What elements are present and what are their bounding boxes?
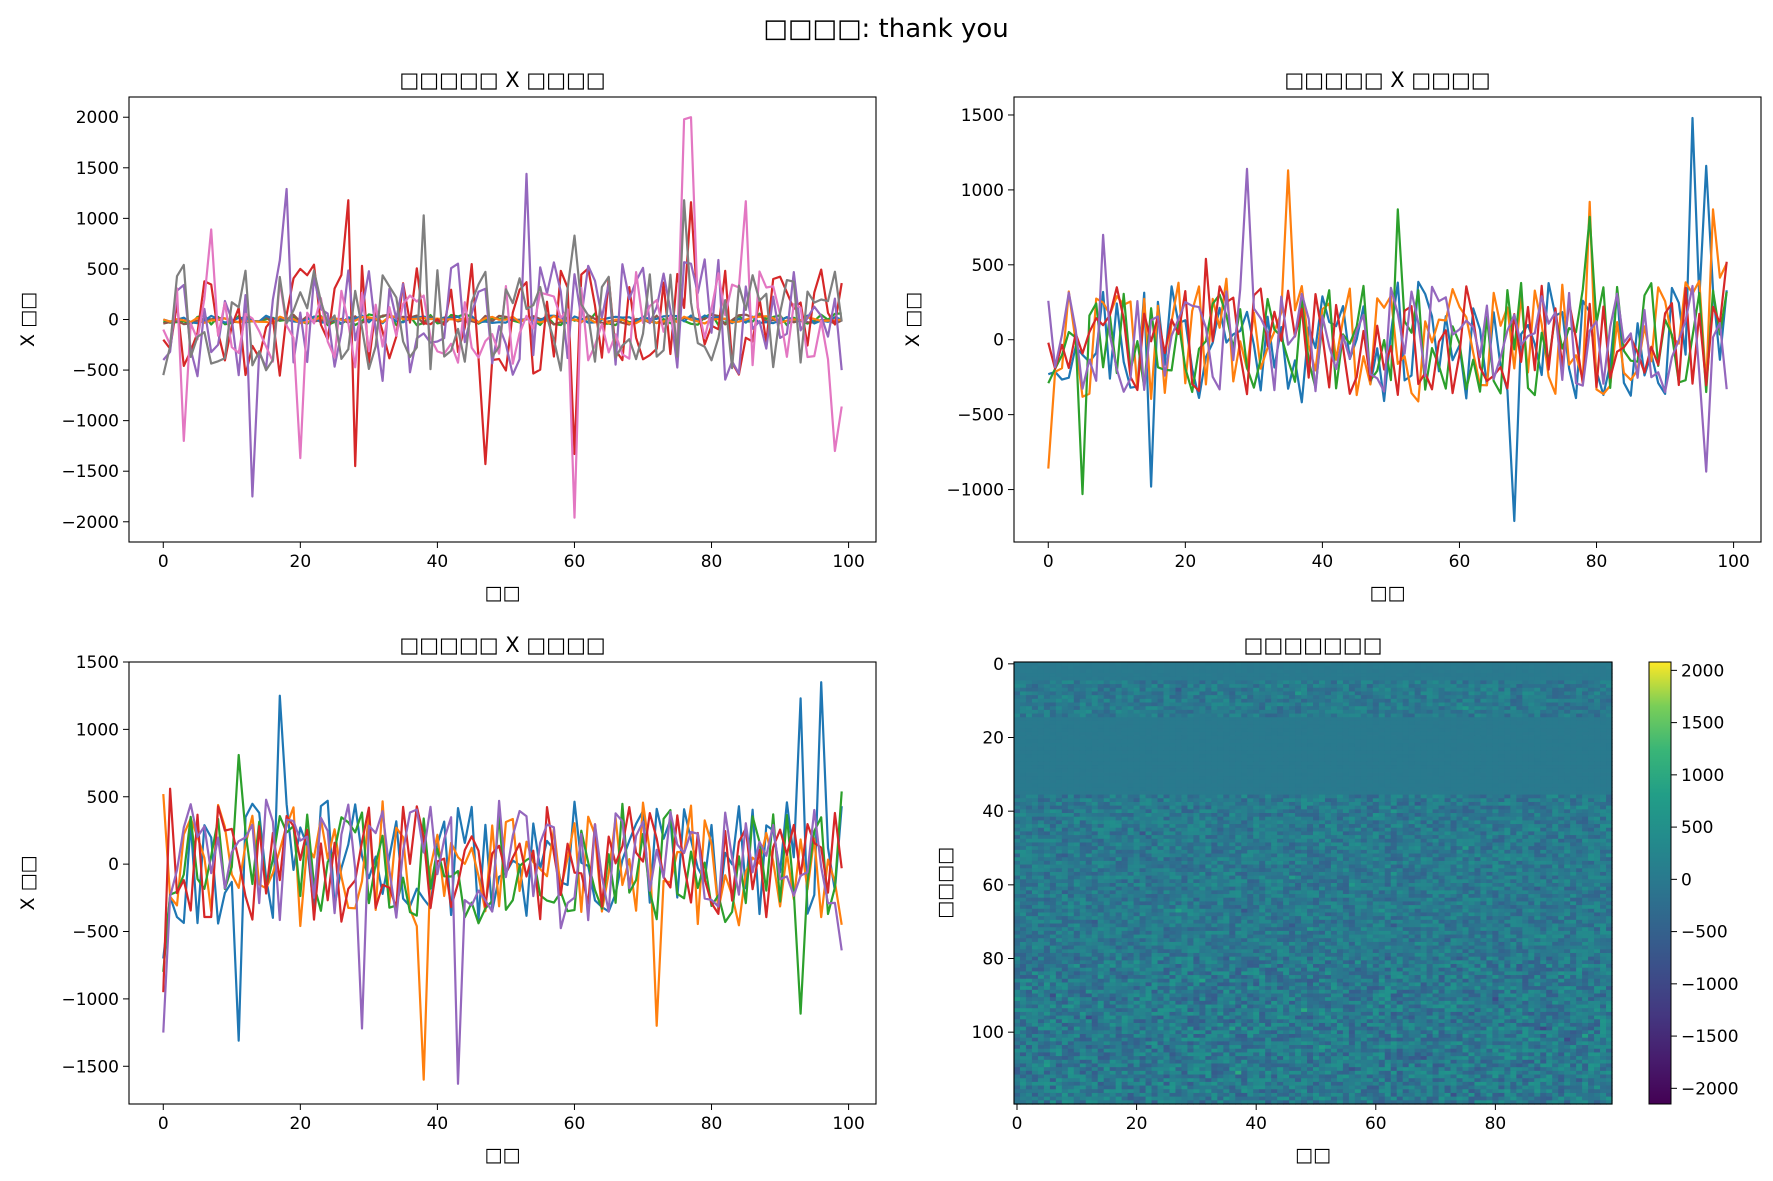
series-line-4	[1047, 257, 1728, 396]
y-tick-label: 1500	[76, 653, 119, 673]
x-tick-label: 60	[564, 552, 586, 572]
y-tick-label: 500	[972, 256, 1004, 276]
y-tick-label: −1000	[61, 412, 119, 432]
x-tick-label: 0	[158, 1114, 169, 1134]
y-axis-label: X □□	[902, 292, 924, 347]
y-tick-label: −500	[72, 923, 119, 943]
series-line-5	[162, 199, 843, 468]
y-tick-label: 0	[993, 331, 1004, 351]
x-tick-label: 40	[1312, 552, 1334, 572]
x-tick-label: 80	[1485, 1114, 1507, 1134]
series-line-8	[162, 199, 843, 376]
x-tick-label: 0	[1012, 1114, 1023, 1134]
x-tick-label: 0	[1043, 552, 1054, 572]
y-tick-label: 1500	[961, 106, 1004, 126]
x-axis-label: □□	[485, 582, 521, 604]
x-tick-label: 40	[427, 552, 449, 572]
colorbar-tick-label: −500	[1681, 923, 1728, 943]
subplot-title: □□□□□□□	[1244, 633, 1383, 657]
y-tick-label: −1500	[61, 1057, 119, 1077]
x-tick-label: 20	[1126, 1114, 1148, 1134]
x-tick-label: 60	[564, 1114, 586, 1134]
y-tick-label: 500	[87, 260, 119, 280]
x-tick-label: 60	[1365, 1114, 1387, 1134]
x-tick-label: 100	[832, 552, 864, 572]
y-tick-label: 0	[108, 311, 119, 331]
plot-frame	[128, 661, 877, 1105]
y-tick-label: 1000	[961, 181, 1004, 201]
y-tick-label: 2000	[76, 108, 119, 128]
y-axis-label: X □□	[17, 856, 39, 911]
series-line-6	[162, 172, 843, 498]
series-line-5	[162, 798, 843, 1085]
x-tick-label: 80	[1586, 552, 1608, 572]
y-axis-label: X □□	[17, 292, 39, 347]
y-tick-label: 40	[982, 802, 1004, 822]
y-axis-label: □□□□	[934, 847, 956, 919]
colorbar	[1648, 661, 1672, 1105]
x-tick-label: 40	[1245, 1114, 1267, 1134]
y-tick-label: 100	[972, 1023, 1004, 1043]
y-tick-label: 0	[993, 655, 1004, 675]
plot-frame	[1013, 661, 1613, 1105]
y-tick-label: 1500	[76, 159, 119, 179]
y-tick-label: −1000	[61, 990, 119, 1010]
y-tick-label: 80	[982, 950, 1004, 970]
figure-suptitle: □□□□: thank you	[763, 14, 1008, 44]
heatmap-cells	[1014, 662, 1613, 1105]
x-tick-label: 20	[1175, 552, 1197, 572]
colorbar-tick-label: −2000	[1681, 1079, 1739, 1099]
colorbar-tick-label: 0	[1681, 870, 1692, 890]
y-tick-label: −1500	[61, 462, 119, 482]
subplot-title: □□□□□ X □□□□	[399, 633, 605, 657]
y-tick-label: 1000	[76, 720, 119, 740]
colorbar-tick-label: −1500	[1681, 1027, 1739, 1047]
y-tick-label: 500	[87, 788, 119, 808]
y-tick-label: 60	[982, 876, 1004, 896]
x-tick-label: 20	[290, 1114, 312, 1134]
x-tick-label: 80	[701, 1114, 723, 1134]
y-tick-label: 0	[108, 855, 119, 875]
plot-frame	[1013, 96, 1762, 543]
y-tick-label: 1000	[76, 209, 119, 229]
colorbar-tick-label: 1000	[1681, 766, 1724, 786]
y-tick-label: −2000	[61, 513, 119, 533]
y-tick-label: 20	[982, 729, 1004, 749]
colorbar-tick-label: 500	[1681, 818, 1713, 838]
x-axis-label: □□	[1370, 582, 1406, 604]
x-tick-label: 80	[701, 552, 723, 572]
series-line-5	[1047, 167, 1728, 473]
y-tick-label: −500	[957, 406, 1004, 426]
y-tick-label: −1000	[946, 481, 1004, 501]
colorbar-tick-label: −1000	[1681, 975, 1739, 995]
subplot-title: □□□□□ X □□□□	[399, 68, 605, 92]
x-axis-label: □□	[1295, 1144, 1331, 1166]
y-tick-label: −500	[72, 361, 119, 381]
x-tick-label: 20	[290, 552, 312, 572]
x-axis-label: □□	[485, 1144, 521, 1166]
colorbar-tick-label: 1500	[1681, 714, 1724, 734]
x-tick-label: 100	[1717, 552, 1749, 572]
subplot-title: □□□□□ X □□□□	[1284, 68, 1490, 92]
x-tick-label: 60	[1449, 552, 1471, 572]
x-tick-label: 100	[832, 1114, 864, 1134]
colorbar-tick-label: 2000	[1681, 661, 1724, 681]
x-tick-label: 0	[158, 552, 169, 572]
x-tick-label: 40	[427, 1114, 449, 1134]
